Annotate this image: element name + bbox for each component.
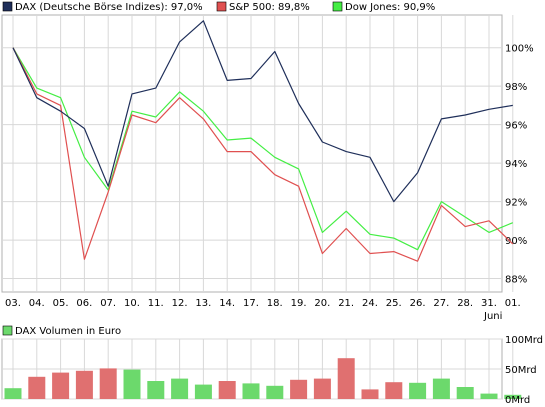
price-y-tick-label: 98% (505, 82, 527, 93)
volume-bars (4, 358, 522, 399)
volume-bar (147, 381, 165, 399)
price-y-tick-label: 94% (505, 159, 527, 170)
price-x-tick-label: 01. (505, 298, 521, 309)
volume-y-axis: 0Mrd 50Mrd 100Mrd (505, 335, 543, 406)
price-y-tick-label: 90% (505, 236, 527, 247)
legend: DAX (Deutsche Börse Indizes): 97,0% S&P … (2, 1, 435, 13)
price-gridlines (2, 15, 514, 292)
price-x-tick-label: 18. (267, 298, 283, 309)
legend-label-dax: DAX (Deutsche Börse Indizes): 97,0% (15, 2, 203, 13)
volume-y-tick-label: 0Mrd (505, 395, 530, 406)
volume-bar (242, 383, 260, 399)
price-plot: 88% 90% 92% 94% 96% 98% 100% 03. 04. 05. 06. 07. 10… (1, 14, 534, 322)
volume-bar (52, 372, 70, 399)
volume-bar (123, 369, 141, 399)
volume-bar (480, 393, 498, 399)
series-line-dax (12, 20, 513, 203)
price-x-tick-label: 31. (481, 298, 497, 309)
volume-bar (218, 381, 236, 399)
price-y-axis: 88% 90% 92% 94% 96% 98% 100% (505, 44, 534, 286)
month-label: Juni (483, 311, 502, 322)
price-x-tick-label: 03. (5, 298, 21, 309)
volume-y-tick-label: 50Mrd (505, 365, 537, 376)
volume-bar (409, 382, 427, 399)
volume-bar (194, 384, 212, 399)
volume-legend-swatch (2, 325, 13, 336)
volume-bar (4, 388, 22, 399)
volume-bar (171, 378, 189, 399)
volume-bar (504, 394, 522, 399)
legend-swatch-dow (332, 1, 343, 12)
price-x-tick-label: 17. (243, 298, 259, 309)
price-y-tick-label: 92% (505, 198, 527, 209)
price-x-tick-label: 19. (291, 298, 307, 309)
price-x-tick-label: 25. (386, 298, 402, 309)
volume-y-tick-label: 100Mrd (505, 335, 543, 346)
price-x-tick-label: 21. (338, 298, 354, 309)
volume-bar (337, 358, 355, 399)
volume-bar (432, 378, 450, 399)
price-x-tick-label: 28. (457, 298, 473, 309)
price-x-tick-label: 14. (219, 298, 235, 309)
volume-bar (99, 368, 117, 399)
price-x-tick-label: 20. (314, 298, 330, 309)
price-x-tick-label: 10. (124, 298, 140, 309)
price-x-tick-label: 24. (362, 298, 378, 309)
price-y-tick-label: 96% (505, 121, 527, 132)
volume-legend-label: DAX Volumen in Euro (15, 326, 121, 337)
series-line-sp500 (12, 47, 514, 262)
price-series (12, 20, 514, 262)
volume-section: DAX Volumen in Euro 0Mrd 50Mrd 100Mrd (1, 325, 543, 406)
price-x-tick-label: 11. (148, 298, 164, 309)
legend-label-sp500: S&P 500: 89,8% (229, 2, 310, 13)
legend-swatch-sp500 (216, 1, 227, 12)
price-plot-frame (1, 14, 503, 293)
price-y-tick-label: 88% (505, 275, 527, 286)
volume-bar (313, 378, 331, 399)
price-x-tick-label: 04. (29, 298, 45, 309)
price-y-tick-label: 100% (505, 44, 534, 55)
volume-bar (75, 370, 93, 399)
volume-bar (290, 379, 308, 399)
price-x-tick-label: 06. (76, 298, 92, 309)
volume-bar (28, 376, 46, 399)
volume-bar (385, 382, 403, 399)
price-x-tick-label: 05. (53, 298, 69, 309)
legend-label-dow: Dow Jones: 90,9% (345, 2, 435, 13)
price-x-axis: 03. 04. 05. 06. 07. 10. 11. 12. 13. 14. 17. 18. 19. 2… (5, 298, 521, 309)
price-x-tick-label: 27. (433, 298, 449, 309)
price-x-tick-label: 13. (195, 298, 211, 309)
price-x-tick-label: 26. (410, 298, 426, 309)
price-x-tick-label: 07. (100, 298, 116, 309)
volume-bar (361, 389, 379, 399)
volume-bar (266, 385, 284, 399)
legend-swatch-dax (2, 1, 13, 12)
volume-bar (456, 387, 474, 399)
series-line-dow (12, 47, 514, 251)
price-x-tick-label: 12. (172, 298, 188, 309)
